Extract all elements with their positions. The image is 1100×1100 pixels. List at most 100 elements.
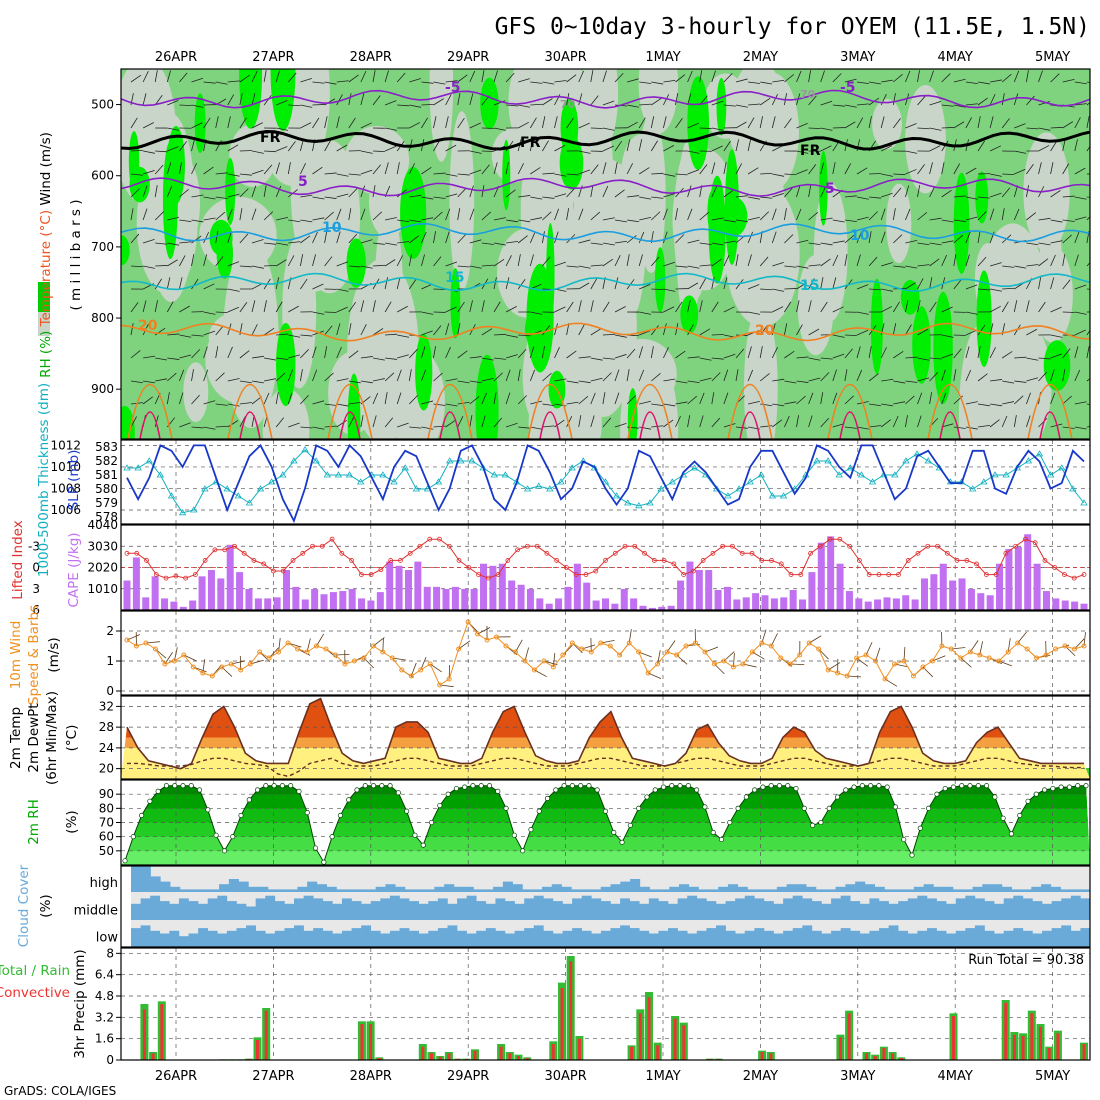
cape-bar — [667, 605, 675, 610]
wind-barb — [590, 278, 598, 290]
rh-moist-region — [524, 310, 549, 349]
wind-barb — [723, 240, 736, 244]
wind-speed-marker — [588, 649, 594, 655]
cape-tick-label: 2020 — [87, 561, 118, 575]
wind-barb — [989, 192, 1002, 198]
tick-label: 24 — [99, 741, 114, 755]
wind-barb — [905, 239, 918, 244]
rh-marker — [453, 785, 459, 792]
wind-barb — [166, 185, 173, 198]
wind-barb — [1014, 395, 1024, 405]
precip-grid — [121, 948, 1090, 1060]
wind-barb — [1026, 242, 1039, 246]
cloud-bar — [706, 901, 717, 920]
cloud-bar — [936, 901, 947, 920]
wind-barb — [203, 311, 216, 315]
wind-barb — [771, 208, 777, 221]
wind-barb — [856, 196, 869, 200]
wind-speed-marker — [882, 676, 888, 682]
cloud-bar — [629, 928, 640, 947]
thickness-marker — [457, 457, 465, 464]
rh-marker — [147, 798, 153, 804]
wind-barb — [421, 400, 434, 405]
wind-barb — [929, 392, 933, 405]
wind-barb — [396, 277, 401, 290]
precip-conv-bar — [1047, 1048, 1051, 1060]
wind-barb — [771, 347, 778, 359]
cloud-bar — [1032, 933, 1043, 947]
wind-barb — [1026, 377, 1039, 382]
wind-speed-marker — [873, 658, 879, 664]
wind-barb — [154, 70, 158, 83]
wind-barb — [445, 306, 457, 313]
wind-barb — [651, 288, 664, 291]
wind-barb — [457, 380, 470, 384]
wind-barb — [844, 234, 855, 244]
wind-barb — [663, 94, 670, 106]
cloud-bar — [1003, 930, 1014, 947]
wind-barb — [203, 166, 214, 175]
wind-barb — [421, 426, 434, 430]
wind-barb — [142, 324, 149, 336]
wind-barb — [372, 392, 379, 405]
wind-barb — [784, 401, 797, 405]
wind-barb — [554, 80, 567, 83]
wind-barb — [130, 416, 137, 428]
wind-barb — [808, 164, 817, 175]
cape-bar — [958, 578, 966, 610]
rh-marker — [379, 783, 385, 789]
wind-barb — [493, 162, 498, 175]
wind-barb — [493, 127, 506, 131]
cloud-bar — [169, 903, 180, 920]
wind-barb — [433, 172, 446, 175]
wind-barb — [893, 401, 906, 405]
wind-barb — [154, 185, 158, 198]
wind-barb — [191, 426, 204, 429]
wind-barb — [626, 395, 636, 405]
wind-barb — [917, 328, 929, 336]
wind-barb — [469, 415, 473, 428]
wind-barb — [300, 278, 308, 290]
wind-barb — [469, 356, 482, 359]
cloud-bar — [994, 903, 1004, 920]
wind-barb — [675, 401, 688, 405]
wind-barb — [820, 185, 827, 198]
precip-conv-bar — [551, 1044, 555, 1060]
rh-marker — [528, 827, 534, 833]
cloud-bar — [219, 884, 230, 892]
wind-barb — [771, 231, 777, 244]
wind-barb — [880, 116, 885, 129]
thickness-marker — [668, 478, 676, 485]
wind-speed-marker — [711, 661, 717, 667]
wind-barb — [650, 346, 654, 359]
wind-barb — [518, 121, 529, 129]
wind-barb — [844, 426, 857, 429]
day-label-top: 26APR — [155, 50, 197, 65]
wind-barb — [965, 196, 978, 200]
wind-barb — [529, 231, 536, 244]
axis-label: 10m Wind — [8, 621, 24, 690]
wind-barb — [627, 195, 640, 198]
rh-marker — [660, 784, 667, 790]
wind-speed-marker — [494, 634, 500, 640]
wind-barb — [699, 377, 712, 382]
wind-barb — [796, 324, 803, 336]
lifted-index-marker — [622, 543, 628, 549]
contour-label: 10 — [850, 228, 870, 244]
wind-speed-marker — [636, 649, 642, 655]
wind-barb — [1013, 300, 1018, 313]
cloud-bar — [974, 925, 985, 947]
wind-speed-marker — [598, 640, 604, 646]
wind-barb — [808, 415, 813, 428]
wind-barb — [251, 396, 262, 405]
wind-barb — [760, 196, 773, 199]
wind-barb — [409, 104, 422, 108]
wind-barb — [965, 311, 978, 315]
wind-barb — [965, 103, 978, 106]
wind-barb — [905, 169, 917, 175]
lifted-index-marker — [915, 550, 921, 556]
lifted-index-marker — [866, 572, 872, 577]
wind-barb — [711, 372, 721, 382]
precip-legend-label: Total / Rain — [0, 963, 70, 979]
